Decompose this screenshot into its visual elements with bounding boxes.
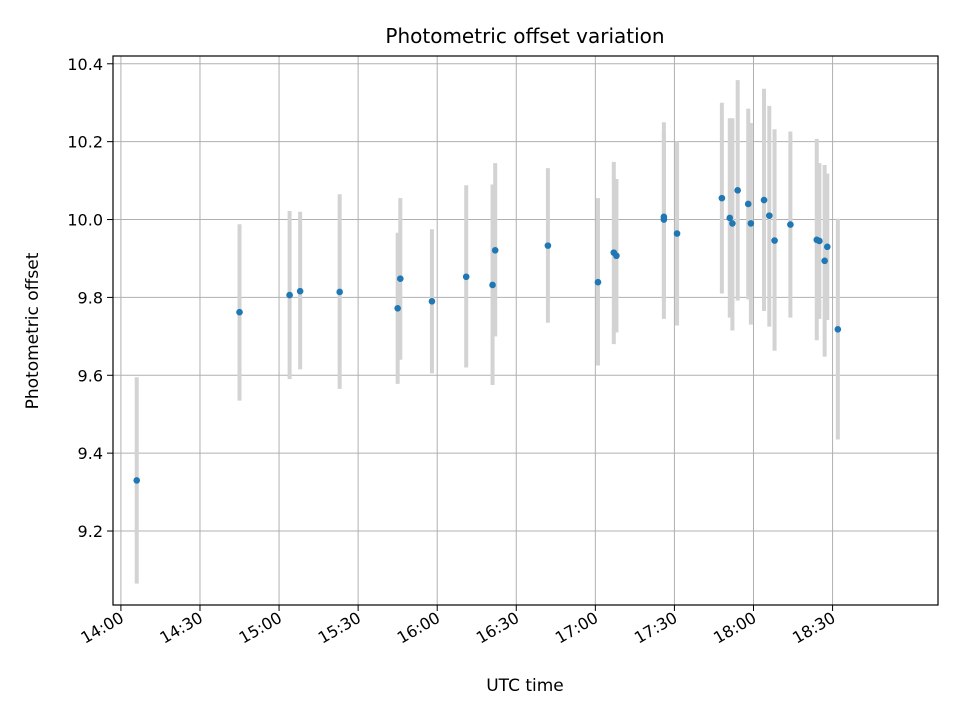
y-axis-label: Photometric offset — [23, 252, 43, 409]
y-tick-label: 10.0 — [67, 211, 103, 230]
data-point — [489, 281, 496, 289]
data-point — [747, 220, 755, 227]
y-tick-label: 9.4 — [78, 444, 103, 463]
data-point — [726, 214, 734, 222]
data-point — [771, 237, 778, 244]
y-tick-label: 10.2 — [67, 133, 103, 152]
grid — [113, 56, 938, 605]
data-point — [133, 477, 141, 484]
data-point — [336, 288, 343, 296]
data-point — [286, 291, 293, 299]
data-point — [821, 257, 828, 265]
data-point — [766, 212, 773, 219]
y-tick-label: 9.8 — [78, 288, 103, 307]
data-point — [296, 287, 304, 295]
data-point — [544, 242, 552, 249]
data-points — [133, 187, 842, 484]
data-point — [744, 200, 752, 208]
y-tick-label: 9.2 — [78, 522, 103, 541]
chart-title: Photometric offset variation — [385, 24, 664, 48]
data-point — [660, 213, 668, 221]
data-point — [491, 246, 499, 254]
data-point — [718, 194, 726, 202]
data-point — [760, 196, 768, 204]
data-point — [397, 275, 404, 283]
y-axis-ticks: 9.2 9.4 9.6 9.8 10.0 10.2 10.4 — [67, 55, 113, 541]
y-tick-label: 10.4 — [67, 55, 103, 74]
data-point — [729, 220, 736, 227]
data-point — [428, 297, 436, 305]
data-point — [823, 243, 831, 251]
data-point — [462, 273, 470, 281]
data-point — [236, 308, 243, 316]
x-axis-label: UTC time — [486, 676, 564, 696]
data-point — [787, 221, 794, 228]
data-point — [834, 326, 842, 333]
data-point — [673, 230, 681, 237]
y-tick-label: 9.6 — [78, 366, 103, 385]
data-point — [594, 278, 602, 286]
data-point — [734, 187, 741, 194]
data-point — [613, 252, 620, 260]
plot-frame — [112, 55, 939, 606]
data-point — [394, 305, 401, 312]
data-point — [816, 237, 823, 245]
